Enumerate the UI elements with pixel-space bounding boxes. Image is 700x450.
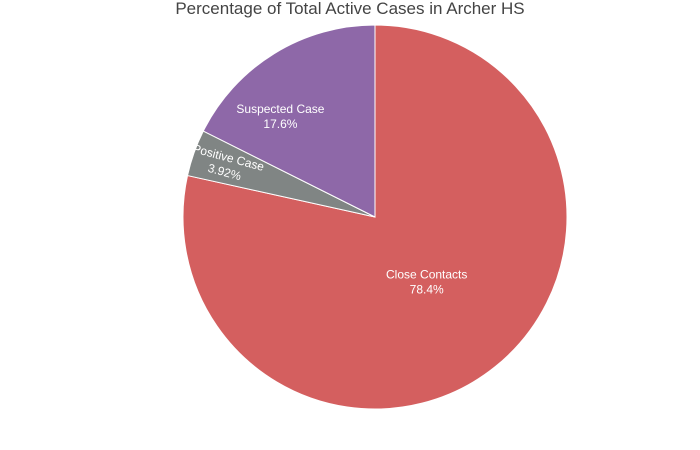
pie-slice-suspected-case	[202, 24, 376, 218]
slice-name: Suspected Case	[236, 102, 324, 116]
slice-percent: 78.4%	[410, 282, 444, 296]
chart-title: Percentage of Total Active Cases in Arch…	[175, 0, 525, 18]
slice-percent: 17.6%	[263, 117, 297, 131]
slice-label-suspected-case: Suspected Case 17.6%	[236, 102, 324, 131]
slice-name: Close Contacts	[386, 267, 467, 281]
pie-slices	[182, 24, 568, 410]
slice-label-close-contacts: Close Contacts 78.4%	[386, 267, 467, 296]
